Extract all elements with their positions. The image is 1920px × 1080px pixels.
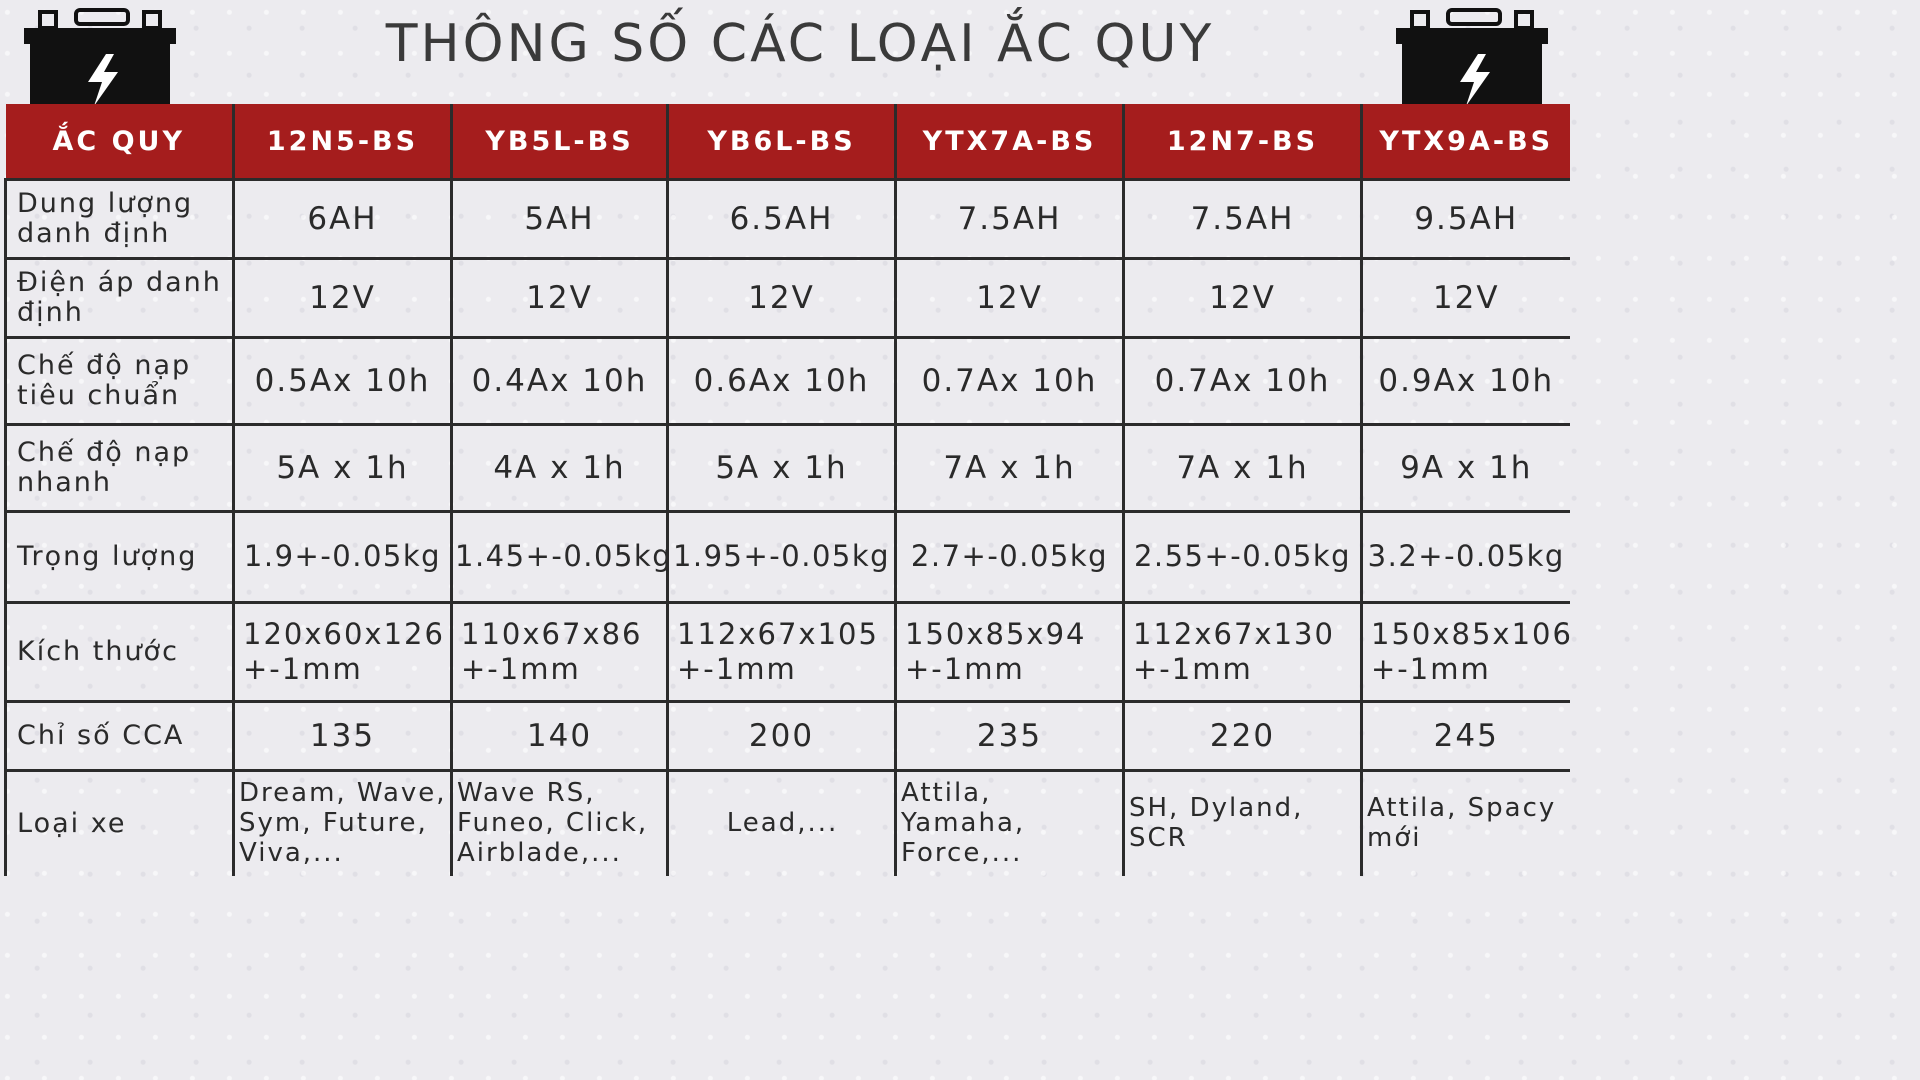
row-label: Điện áp danh định <box>4 258 235 339</box>
table-cell: 0.9Ax 10h <box>1361 337 1570 426</box>
table-cell: 12V <box>895 258 1125 339</box>
table-cell: 2.7+-0.05kg <box>895 511 1125 604</box>
table-cell: 140 <box>451 701 669 772</box>
table-cell: 112x67x105 +-1mm <box>667 602 897 703</box>
table-cell: Lead,... <box>667 770 897 876</box>
table-row: Kích thước 120x60x126 +-1mm 110x67x86 +-… <box>4 602 1571 703</box>
table-cell: 1.9+-0.05kg <box>233 511 453 604</box>
table-row: Trọng lượng 1.9+-0.05kg 1.45+-0.05kg 1.9… <box>4 511 1570 604</box>
table-cell: 1.95+-0.05kg <box>667 511 897 604</box>
table-cell: Attila, Spacy mới <box>1367 793 1557 853</box>
header-corner: ẮC QUY <box>5 104 235 181</box>
table-cell: 220 <box>1123 701 1363 772</box>
table-row: Chỉ số CCA 135 140 200 235 220 245 <box>4 701 1570 772</box>
row-label: Chỉ số CCA <box>4 701 235 772</box>
table-cell: 9.5AH <box>1361 179 1570 260</box>
table-cell: 5A x 1h <box>233 424 453 513</box>
header-model: YTX7A-BS <box>895 104 1125 181</box>
table-cell: 200 <box>667 701 897 772</box>
header-model: 12N7-BS <box>1123 104 1363 181</box>
table-row: Dung lượng danh định 6AH 5AH 6.5AH 7.5AH… <box>4 179 1570 260</box>
table-cell: Dream, Wave, Sym, Future, Viva,... <box>233 770 453 876</box>
table-cell: 120x60x126 +-1mm <box>233 602 453 703</box>
table-cell: 2.55+-0.05kg <box>1123 511 1363 604</box>
table-cell: 7.5AH <box>895 179 1125 260</box>
table-cell: 12V <box>667 258 897 339</box>
table-cell: 235 <box>895 701 1125 772</box>
table-cell: 7A x 1h <box>1123 424 1363 513</box>
row-label: Chế độ nạp tiêu chuẩn <box>4 337 235 426</box>
table-cell: 245 <box>1361 701 1570 772</box>
table-cell: 5AH <box>451 179 669 260</box>
table-row: Loại xe Dream, Wave, Sym, Future, Viva,.… <box>4 770 1570 876</box>
table-cell: 0.4Ax 10h <box>451 337 669 426</box>
table-cell: 0.6Ax 10h <box>667 337 897 426</box>
row-label: Trọng lượng <box>4 511 235 604</box>
table-cell: 12V <box>1123 258 1363 339</box>
table-row: Chế độ nạp nhanh 5A x 1h 4A x 1h 5A x 1h… <box>4 424 1570 513</box>
table-cell: 9A x 1h <box>1361 424 1570 513</box>
car-battery-icon <box>1394 8 1550 108</box>
table-cell: 150x85x94 +-1mm <box>895 602 1125 703</box>
table-cell: 3.2+-0.05kg <box>1361 511 1570 604</box>
table-cell: 4A x 1h <box>451 424 669 513</box>
table-cell: 112x67x130 +-1mm <box>1123 602 1363 703</box>
table-cell: 12V <box>1361 258 1570 339</box>
header-model: YB5L-BS <box>451 104 669 181</box>
table-cell: Attila, Yamaha, Force,... <box>895 770 1125 876</box>
table-cell: 150x85x106 +-1mm <box>1361 602 1571 703</box>
table-cell: Wave RS, Funeo, Click, Airblade,... <box>451 770 669 876</box>
table-cell: 12V <box>451 258 669 339</box>
table-cell: SH, Dyland, SCR <box>1123 770 1363 876</box>
table-cell: 110x67x86 +-1mm <box>451 602 669 703</box>
header-model: YB6L-BS <box>667 104 897 181</box>
table-cell: 5A x 1h <box>667 424 897 513</box>
table-cell: 1.45+-0.05kg <box>451 511 671 604</box>
table-cell: 0.7Ax 10h <box>1123 337 1363 426</box>
row-label: Chế độ nạp nhanh <box>4 424 235 513</box>
table-cell: 6.5AH <box>667 179 897 260</box>
table-row: Chế độ nạp tiêu chuẩn 0.5Ax 10h 0.4Ax 10… <box>4 337 1570 426</box>
table-cell: 135 <box>233 701 453 772</box>
table-cell: 7A x 1h <box>895 424 1125 513</box>
row-label: Loại xe <box>4 770 235 876</box>
table-cell: 0.5Ax 10h <box>233 337 453 426</box>
table-cell: 12V <box>233 258 453 339</box>
header-row: ẮC QUY 12N5-BS YB5L-BS YB6L-BS YTX7A-BS … <box>5 104 1570 181</box>
battery-spec-table: ẮC QUY 12N5-BS YB5L-BS YB6L-BS YTX7A-BS … <box>4 104 1571 876</box>
page-title: THÔNG SỐ CÁC LOẠI ẮC QUY <box>385 14 1215 74</box>
row-label: Kích thước <box>4 602 235 703</box>
car-battery-icon <box>22 8 178 108</box>
table-cell: 6AH <box>233 179 453 260</box>
table-cell: 0.7Ax 10h <box>895 337 1125 426</box>
header-model: YTX9A-BS <box>1361 104 1570 181</box>
table-row: Điện áp danh định 12V 12V 12V 12V 12V 12… <box>4 258 1570 339</box>
row-label: Dung lượng danh định <box>4 179 235 260</box>
table-cell: 7.5AH <box>1123 179 1363 260</box>
header-model: 12N5-BS <box>233 104 453 181</box>
